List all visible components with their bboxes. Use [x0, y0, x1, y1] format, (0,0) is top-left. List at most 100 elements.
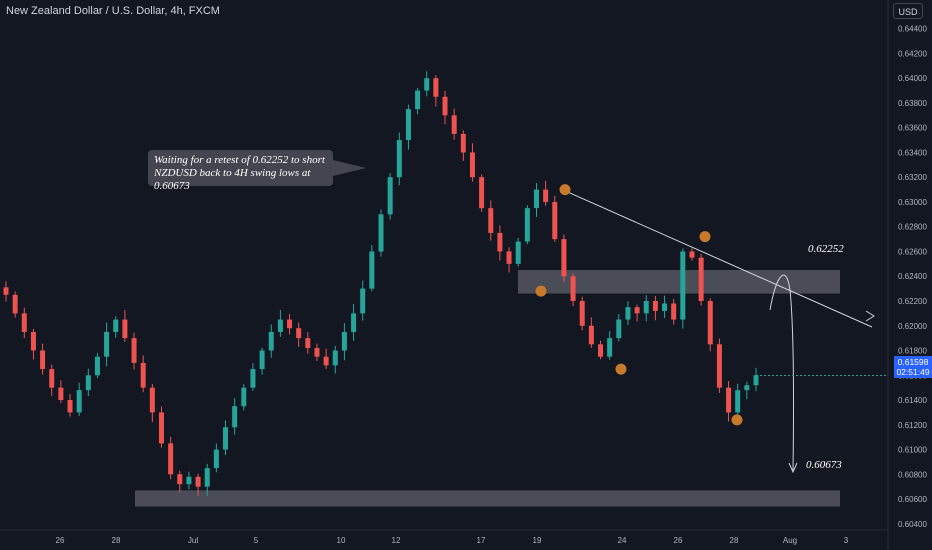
y-tick-label: 0.60400	[898, 520, 927, 529]
candle-body	[332, 350, 338, 366]
candle-body	[735, 390, 741, 413]
x-tick-label: 26	[674, 536, 683, 545]
candle-body	[40, 350, 46, 370]
y-tick-label: 0.61000	[898, 446, 927, 455]
candle-body	[671, 303, 677, 320]
x-tick-label: 28	[112, 536, 121, 545]
y-tick-label: 0.62000	[898, 322, 927, 331]
swing-marker	[615, 363, 627, 375]
candle-body	[287, 319, 293, 329]
currency-button[interactable]: USD	[893, 3, 923, 19]
candle-body	[570, 276, 576, 301]
x-tick-label: 19	[533, 536, 542, 545]
y-tick-label: 0.61800	[898, 347, 927, 356]
symbol-title: New Zealand Dollar / U.S. Dollar, 4h, FX…	[6, 5, 220, 17]
y-tick-label: 0.62200	[898, 297, 927, 306]
candle-body	[122, 319, 128, 339]
x-tick-label: 24	[618, 536, 627, 545]
candle-body	[259, 350, 265, 370]
candle-body	[488, 208, 494, 233]
y-tick-label: 0.63600	[898, 124, 927, 133]
candle-body	[753, 375, 759, 386]
trendline-arrowhead	[865, 310, 875, 322]
candle-body	[177, 474, 183, 485]
x-tick-label: 10	[337, 536, 346, 545]
candle-body	[433, 78, 439, 97]
candle-body	[680, 251, 686, 320]
x-tick-label: 12	[392, 536, 401, 545]
candle-body	[49, 369, 55, 388]
candle-body	[405, 109, 411, 141]
candle-body	[378, 214, 384, 252]
x-tick-label: 26	[56, 536, 65, 545]
candle-body	[424, 78, 430, 91]
candle-body	[396, 140, 402, 178]
y-tick-label: 0.60600	[898, 495, 927, 504]
bar-countdown: 02:51:49	[896, 367, 930, 377]
candle-body	[223, 427, 229, 450]
candle-body	[561, 239, 567, 277]
candle-body	[625, 307, 631, 320]
candle-body	[149, 387, 155, 413]
candle-body	[341, 331, 347, 351]
candle-body	[213, 449, 219, 469]
upper-level-label: 0.62252	[808, 243, 844, 255]
y-tick-label: 0.63800	[898, 99, 927, 108]
y-tick-label: 0.63400	[898, 148, 927, 157]
x-tick-label: 3	[844, 536, 849, 545]
candle-body	[67, 400, 73, 413]
candle-body	[104, 331, 110, 357]
candle-body	[85, 375, 91, 391]
y-tick-label: 0.62800	[898, 223, 927, 232]
candle-body	[186, 476, 192, 485]
candle-body	[232, 406, 238, 428]
x-tick-label: Jul	[188, 536, 198, 545]
candle-body	[305, 338, 311, 349]
y-tick-label: 0.61400	[898, 396, 927, 405]
candle-body	[387, 177, 393, 215]
candle-body	[533, 189, 539, 209]
candle-body	[506, 251, 512, 264]
swing-marker	[731, 414, 743, 426]
candle-body	[94, 356, 100, 376]
candle-body	[543, 189, 549, 202]
candle-body	[30, 331, 36, 351]
candle-body	[716, 344, 722, 388]
y-tick-label: 0.61200	[898, 421, 927, 430]
candle-body	[662, 303, 668, 311]
candle-body	[579, 300, 585, 326]
price-zone	[518, 270, 840, 294]
candle-body	[497, 232, 503, 252]
swing-marker	[535, 285, 547, 297]
candle-body	[707, 300, 713, 345]
last-price-value: 0.61598	[897, 357, 929, 367]
candle-body	[351, 313, 357, 332]
candle-body	[415, 90, 421, 110]
swing-marker	[559, 184, 571, 196]
resistance-trendline	[564, 190, 873, 328]
candle-body	[726, 387, 732, 413]
candle-body	[323, 356, 329, 366]
candle-body	[588, 325, 594, 345]
callout-line-2: NZDUSD back to 4H swing lows at 0.60673	[154, 167, 311, 192]
y-tick-label: 0.63000	[898, 198, 927, 207]
candle-body	[76, 390, 82, 413]
y-tick-label: 0.62600	[898, 247, 927, 256]
y-tick-label: 0.63200	[898, 173, 927, 182]
candle-body	[616, 319, 622, 339]
candle-body	[442, 96, 448, 116]
candle-body	[268, 331, 274, 351]
candle-body	[634, 307, 640, 314]
analysis-callout: Waiting for a retest of 0.62252 to short…	[148, 150, 333, 192]
candle-body	[204, 468, 210, 487]
candle-body	[689, 251, 695, 258]
candle-body	[113, 319, 119, 332]
y-tick-label: 0.60800	[898, 470, 927, 479]
candle-body	[168, 443, 174, 475]
candle-body	[314, 348, 320, 357]
candle-body	[469, 152, 475, 178]
candle-body	[460, 133, 466, 153]
candle-body	[241, 387, 247, 407]
